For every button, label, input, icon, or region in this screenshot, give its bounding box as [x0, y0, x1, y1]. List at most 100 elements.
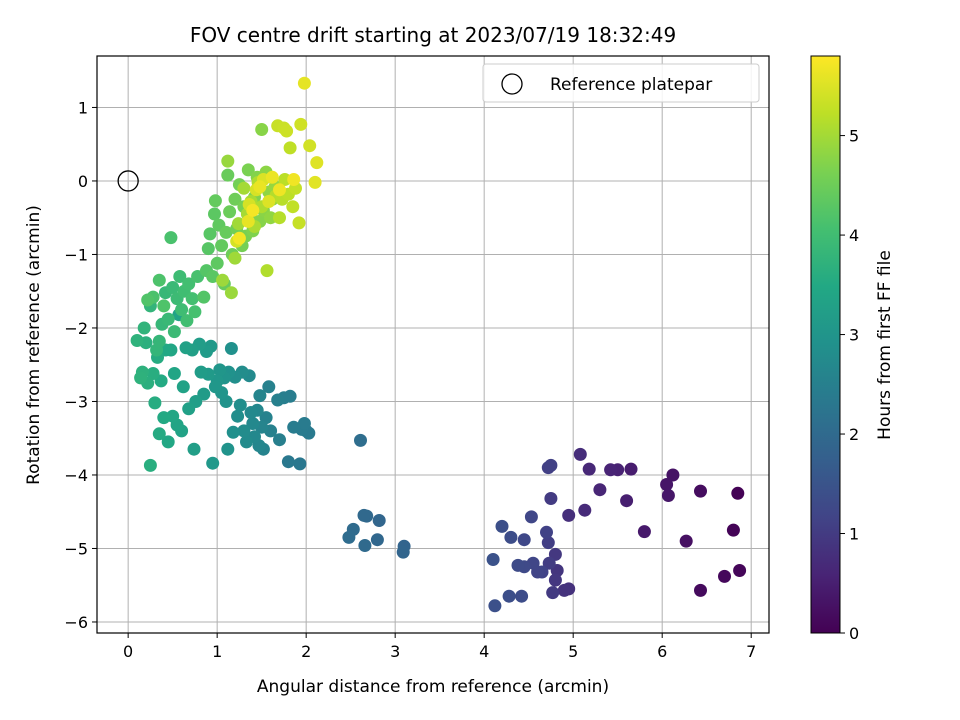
x-axis-label: Angular distance from reference (arcmin) [257, 677, 609, 697]
data-points [130, 76, 747, 613]
data-point [546, 586, 560, 600]
data-point [511, 558, 525, 572]
chart-title: FOV centre drift starting at 2023/07/19 … [190, 23, 676, 47]
data-point [232, 231, 246, 245]
x-tick-label: 3 [390, 642, 400, 661]
data-point [175, 303, 189, 317]
data-point [194, 365, 208, 379]
y-tick-label: 0 [78, 172, 88, 191]
data-point [620, 494, 634, 508]
data-point [718, 569, 731, 583]
data-point [557, 583, 571, 597]
data-point [224, 342, 238, 355]
colorbar-tick-label: 1 [849, 525, 859, 544]
data-point [342, 530, 356, 544]
data-point [176, 380, 190, 394]
data-point [357, 508, 371, 522]
data-point [278, 173, 292, 186]
colorbar-tick-label: 3 [849, 326, 859, 345]
data-point [544, 458, 558, 472]
data-point [221, 154, 235, 168]
data-point [244, 406, 258, 419]
data-point [660, 478, 674, 491]
data-point [604, 463, 618, 477]
data-point [495, 519, 509, 533]
data-point [141, 293, 155, 307]
data-point [216, 273, 229, 287]
data-point [203, 227, 217, 241]
data-point [542, 556, 556, 570]
x-axis-ticks: 0 1 2 3 4 5 6 7 [123, 633, 756, 661]
data-point [286, 200, 300, 214]
data-point [180, 314, 194, 328]
data-point [228, 251, 242, 265]
data-point [224, 286, 238, 300]
data-point [187, 442, 201, 456]
colorbar-tick-label: 0 [849, 624, 859, 643]
data-point [208, 207, 221, 221]
legend-box [482, 63, 760, 103]
data-point [260, 264, 274, 278]
data-point [517, 533, 531, 547]
colorbar-tick-label: 2 [849, 425, 859, 444]
data-point [246, 203, 260, 217]
data-point [679, 534, 693, 548]
data-point [573, 447, 587, 461]
data-point [241, 214, 255, 228]
data-point [488, 599, 502, 613]
data-point [303, 139, 317, 153]
data-point [173, 270, 187, 283]
y-tick-label: −6 [64, 613, 88, 632]
data-point [228, 192, 242, 206]
data-point [264, 211, 278, 225]
data-point [240, 435, 253, 449]
x-tick-label: 1 [212, 642, 222, 661]
data-point [223, 205, 237, 219]
x-tick-label: 7 [746, 642, 756, 661]
y-axis-label: Rotation from reference (arcmin) [24, 205, 44, 485]
data-point [358, 539, 372, 552]
data-point [297, 76, 311, 90]
data-point [197, 290, 211, 304]
data-point [157, 299, 171, 313]
data-point [593, 483, 607, 497]
data-point [255, 123, 269, 136]
data-point [237, 424, 251, 438]
data-point [161, 312, 175, 326]
data-point [548, 573, 562, 587]
data-point [637, 525, 651, 539]
legend-label-reference-platepar: Reference platepar [550, 75, 712, 95]
data-point [219, 225, 233, 239]
grid-lines [97, 56, 769, 633]
data-point [161, 435, 175, 449]
data-point [185, 292, 199, 306]
y-tick-label: −2 [64, 319, 88, 338]
data-point [396, 545, 410, 559]
data-point [661, 489, 675, 502]
data-point [273, 433, 286, 447]
data-point [624, 462, 638, 476]
data-point [182, 402, 196, 416]
data-point [562, 508, 576, 522]
data-point [297, 417, 311, 430]
data-point [253, 180, 267, 194]
data-point [188, 305, 202, 319]
data-point [167, 367, 181, 380]
data-point [544, 492, 558, 505]
data-point [208, 380, 222, 394]
data-point [262, 380, 276, 394]
data-point [167, 325, 181, 339]
data-point [726, 523, 740, 537]
y-tick-label: −1 [64, 245, 88, 264]
data-point [146, 367, 160, 380]
reference-platepar-marker [117, 170, 139, 192]
y-tick-label: −5 [64, 539, 88, 558]
data-point [215, 239, 229, 253]
data-point [134, 371, 148, 385]
data-point [287, 173, 301, 186]
data-point [308, 175, 322, 189]
data-point [143, 458, 157, 472]
colorbar-ticks: 0 1 2 3 4 5 [840, 127, 859, 643]
y-tick-label: −4 [64, 466, 88, 485]
data-point [182, 277, 196, 291]
